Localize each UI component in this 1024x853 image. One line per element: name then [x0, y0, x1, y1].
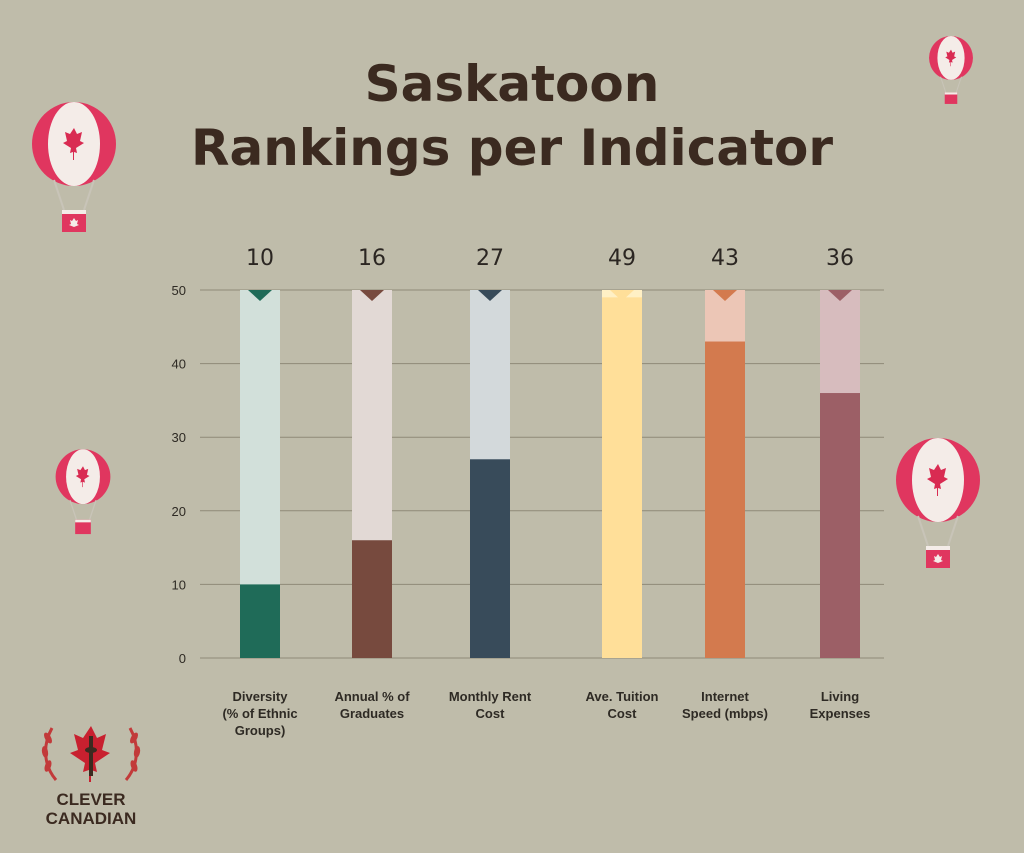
title-line-1: Saskatoon [364, 55, 660, 113]
data-label: 10 [246, 246, 274, 271]
bar [820, 393, 860, 658]
bar-marker-triangle [360, 290, 384, 301]
x-tick-label-line: Annual % of [334, 689, 410, 704]
hot-air-balloon-icon [32, 102, 116, 232]
balloon-graphic [896, 438, 980, 568]
x-tick-label-line: Speed (mbps) [682, 706, 768, 721]
data-label: 27 [476, 246, 504, 271]
x-tick-label-line: (% of Ethnic [222, 706, 298, 721]
x-tick-label: Diversity (% of Ethnic Groups) [195, 688, 325, 739]
bar [470, 459, 510, 658]
data-label: 36 [826, 246, 854, 271]
y-tick-label: 50 [172, 283, 186, 298]
page-title: Saskatoon Rankings per Indicator [0, 52, 1024, 180]
y-tick-label: 0 [179, 651, 186, 666]
x-tick-label-line: Internet [701, 689, 749, 704]
hot-air-balloon-icon [929, 35, 973, 104]
balloon-graphic [32, 102, 116, 232]
balloon-graphic [929, 35, 973, 104]
hot-air-balloon-icon [896, 438, 980, 568]
bar [240, 584, 280, 658]
bar [352, 540, 392, 658]
bar [705, 341, 745, 658]
x-tick-label-line: Cost [475, 706, 505, 721]
y-tick-label: 40 [172, 357, 186, 372]
x-tick-label-line: Ave. Tuition [585, 689, 659, 704]
x-tick-label: Ave. Tuition Cost [557, 688, 687, 722]
x-tick-label-line: Graduates [339, 706, 405, 721]
x-tick-label-line: Monthly Rent [448, 689, 532, 704]
maple-leaf-laurel-icon [41, 726, 141, 782]
title-line-2: Rankings per Indicator [191, 119, 833, 177]
bar-marker-triangle [713, 290, 737, 301]
x-tick-label-line: Groups) [234, 723, 286, 738]
data-label: 49 [608, 246, 636, 271]
data-label: 43 [711, 246, 739, 271]
bar-marker-triangle [828, 290, 852, 301]
y-tick-label: 20 [172, 504, 186, 519]
x-tick-label: Internet Speed (mbps) [660, 688, 790, 722]
logo-text-canadian: CANADIAN [45, 809, 137, 828]
logo-text-clever: CLEVER [56, 790, 126, 809]
bar-marker-triangle [478, 290, 502, 301]
x-tick-label-line: Living [820, 689, 860, 704]
bar [602, 297, 642, 658]
y-tick-label: 30 [172, 430, 186, 445]
y-tick-label: 10 [172, 577, 186, 592]
x-tick-label-line: Expenses [809, 706, 871, 721]
bar-marker-triangle [610, 290, 634, 301]
clever-canadian-logo: CLEVER CANADIAN [36, 716, 146, 828]
x-tick-label: Monthly Rent Cost [425, 688, 555, 722]
hot-air-balloon-icon [55, 449, 111, 535]
x-tick-label-line: Cost [607, 706, 637, 721]
bar-marker-triangle [248, 290, 272, 301]
x-tick-label: Living Expenses [775, 688, 905, 722]
x-tick-label-line: Diversity [232, 689, 288, 704]
x-tick-label: Annual % of Graduates [307, 688, 437, 722]
balloon-graphic [55, 449, 111, 535]
data-label: 16 [358, 246, 386, 271]
